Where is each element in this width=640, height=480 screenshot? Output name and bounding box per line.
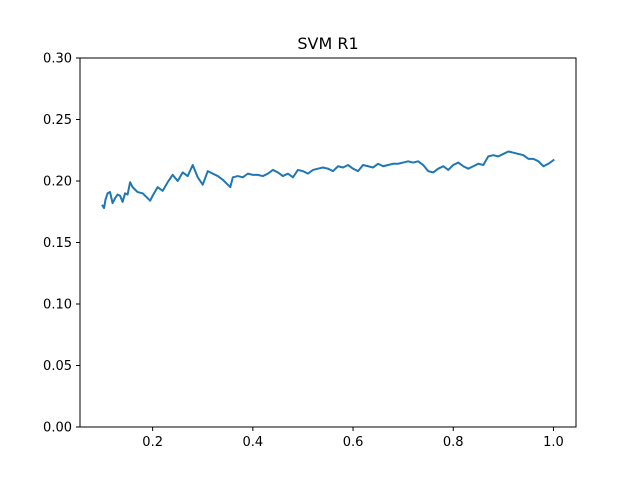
x-tick-label: 0.2 [142,435,163,450]
y-tick-label: 0.10 [43,298,72,313]
chart-title: SVM R1 [297,34,358,53]
x-tick-label: 1.0 [543,435,564,450]
y-tick-label: 0.15 [43,236,72,251]
y-tick-label: 0.25 [43,113,72,128]
y-axis: 0.00 0.05 0.10 0.15 0.20 0.25 0.30 [43,52,80,436]
y-tick-label: 0.20 [43,175,72,190]
line-layer [101,150,555,210]
x-axis: 0.2 0.4 0.6 0.8 1.0 [142,427,564,450]
y-tick-label: 0.05 [43,359,72,374]
y-tick-label: 0.30 [43,52,72,67]
series-line-0 [101,150,555,210]
x-tick-label: 0.4 [243,435,264,450]
x-tick-label: 0.6 [343,435,364,450]
y-tick-label: 0.00 [43,421,72,436]
x-tick-label: 0.8 [443,435,464,450]
